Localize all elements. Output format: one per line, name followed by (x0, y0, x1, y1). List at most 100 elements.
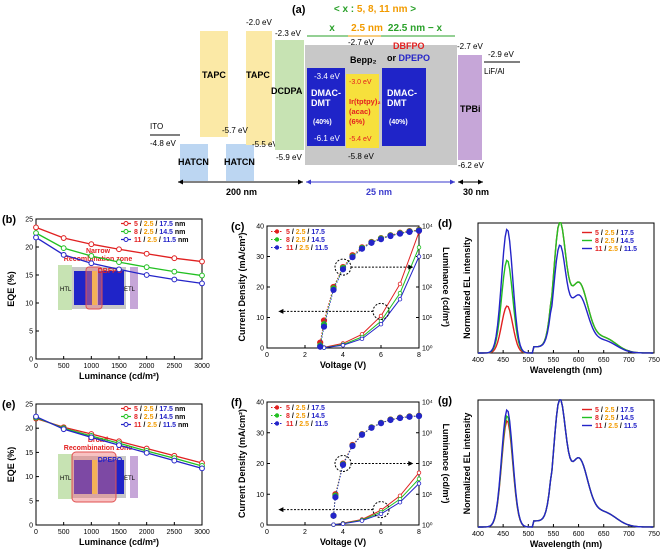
lv-point (320, 323, 328, 330)
x-tick-label: 700 (623, 531, 635, 538)
y2-tick-label: 10¹ (422, 315, 433, 322)
panel-label: (g) (438, 395, 452, 407)
text-line: Ir(tptpy)₂ (349, 97, 381, 106)
y-tick-label: 20 (25, 245, 33, 252)
legend-part: nm (173, 414, 185, 421)
legend-part: / (602, 423, 608, 430)
legend-part: 17.5 (620, 230, 634, 237)
data-point (60, 251, 67, 258)
jv-point (359, 518, 365, 523)
data-point (60, 245, 67, 252)
x-tick-label: 750 (648, 357, 660, 364)
dcdpa-label: DCDPA (271, 86, 303, 96)
inset-etl-block (130, 456, 138, 498)
legend-part: / (614, 407, 620, 414)
y-tick-label: 0 (29, 357, 33, 364)
legend-entry: 5 / 2.5 / 17.5 (286, 229, 325, 236)
legend-part: / (614, 230, 620, 237)
data-point (199, 258, 205, 265)
hatcn-label: HATCN (178, 157, 209, 167)
text-line: Recombination zone (64, 445, 133, 452)
inset-schematic: Broad Recombination zone DPEPO HTL ETL (58, 437, 138, 503)
y-axis-label: Normalized EL intensity (462, 413, 472, 515)
legend-entry: 5 / 2.5 / 17.5 (595, 230, 634, 237)
data-point (116, 246, 122, 253)
data-point (143, 250, 150, 257)
y-tick-label: 0 (260, 346, 264, 353)
y-tick-label: 0 (29, 523, 33, 530)
x-tick-label: 4 (341, 352, 345, 359)
inset-host-label: DPEPO (98, 457, 123, 464)
plot-frame (477, 222, 655, 354)
x-tick-label: 500 (58, 529, 70, 536)
lv-point (368, 424, 375, 431)
legend-part: 2.5 (144, 414, 154, 421)
jvl-chart-f: 0 2 4 6 8 Voltage (V) Current Density (mA/cm²)… (231, 397, 451, 547)
x-tick-label: 600 (573, 357, 585, 364)
legend-part: 2.5 (296, 413, 306, 420)
y2-tick-label: 10⁴ (422, 224, 433, 231)
legend-part: 11 (286, 245, 294, 252)
x-axis-label: Voltage (V) (320, 537, 366, 547)
legend-marker (274, 405, 280, 410)
inset-htl-label: HTL (60, 287, 72, 293)
lv-point (358, 431, 366, 438)
jv-point (416, 470, 422, 475)
y-tick-label: 5 (29, 329, 33, 336)
span-25-head (306, 179, 311, 185)
legend-marker (123, 422, 129, 427)
x-tick-label: 500 (522, 531, 534, 538)
tpbi-label: TPBi (460, 104, 481, 114)
text-line: Narrow (86, 248, 111, 255)
dmac-sub: (40%) (389, 119, 408, 126)
lv-point (387, 416, 394, 424)
x-tick-label: 8 (417, 529, 421, 536)
data-point (88, 241, 95, 248)
hatcn-label: HATCN (224, 157, 255, 167)
x-tick-label: 4 (341, 529, 345, 536)
legend-part: 11.5 (624, 246, 637, 253)
legend-part: 14.5 (620, 238, 634, 245)
jv-point (416, 476, 422, 482)
legend-part: 8 (286, 237, 290, 244)
legend-part: / (305, 413, 311, 420)
lv-line (319, 230, 420, 347)
eqe-chart-b: 0 500 1000 1500 2000 2500 3000 Luminance (cd/m²… (2, 214, 210, 381)
x-tick-label: 550 (548, 357, 560, 364)
y2-tick-label: 10⁴ (422, 400, 433, 407)
bepp-lumo: -2.7 eV (348, 38, 374, 47)
recombination-zone (85, 266, 103, 310)
y-tick-label: 40 (256, 400, 264, 407)
legend-part: / (290, 237, 296, 244)
legend-part: nm (176, 237, 188, 244)
x-tick-label: 1000 (84, 529, 100, 536)
x-tick-label: 450 (497, 357, 509, 364)
legend-entry: 11 / 2.5 / 11.5 (286, 245, 328, 252)
lv-point (339, 461, 347, 469)
annotation-arrowhead (408, 264, 414, 270)
legend-part: / (138, 406, 144, 413)
x-axis-label: Voltage (V) (320, 360, 366, 370)
legend-part: 17.5 (159, 406, 173, 413)
span-25-head (450, 179, 455, 185)
tpbi-homo: -6.2 eV (458, 161, 484, 170)
tapc-label: TAPC (246, 70, 270, 80)
tapc-block (200, 31, 228, 137)
lv-point (330, 286, 337, 294)
lv-line (333, 415, 420, 516)
legend-entry: 11 / 2.5 / 11.5 (595, 246, 637, 253)
legend-part: / (305, 229, 311, 236)
segment-right: 22.5 nm − x (388, 23, 443, 34)
legend-part: 2.5 (147, 422, 157, 429)
inset-schematic: Narrow Recombination zone DBFPO HTL ETL (58, 248, 138, 310)
ir-lumo: -3.0 eV (349, 79, 372, 86)
lv-point (339, 266, 347, 273)
text-line: DMT (311, 98, 331, 108)
data-point (33, 413, 39, 420)
data-point (199, 272, 205, 279)
tpbi-block (458, 55, 482, 160)
legend-part: 8 (286, 413, 290, 420)
lv-point (377, 420, 385, 427)
legend-part: / (599, 407, 605, 414)
spectrum-line (477, 399, 653, 528)
